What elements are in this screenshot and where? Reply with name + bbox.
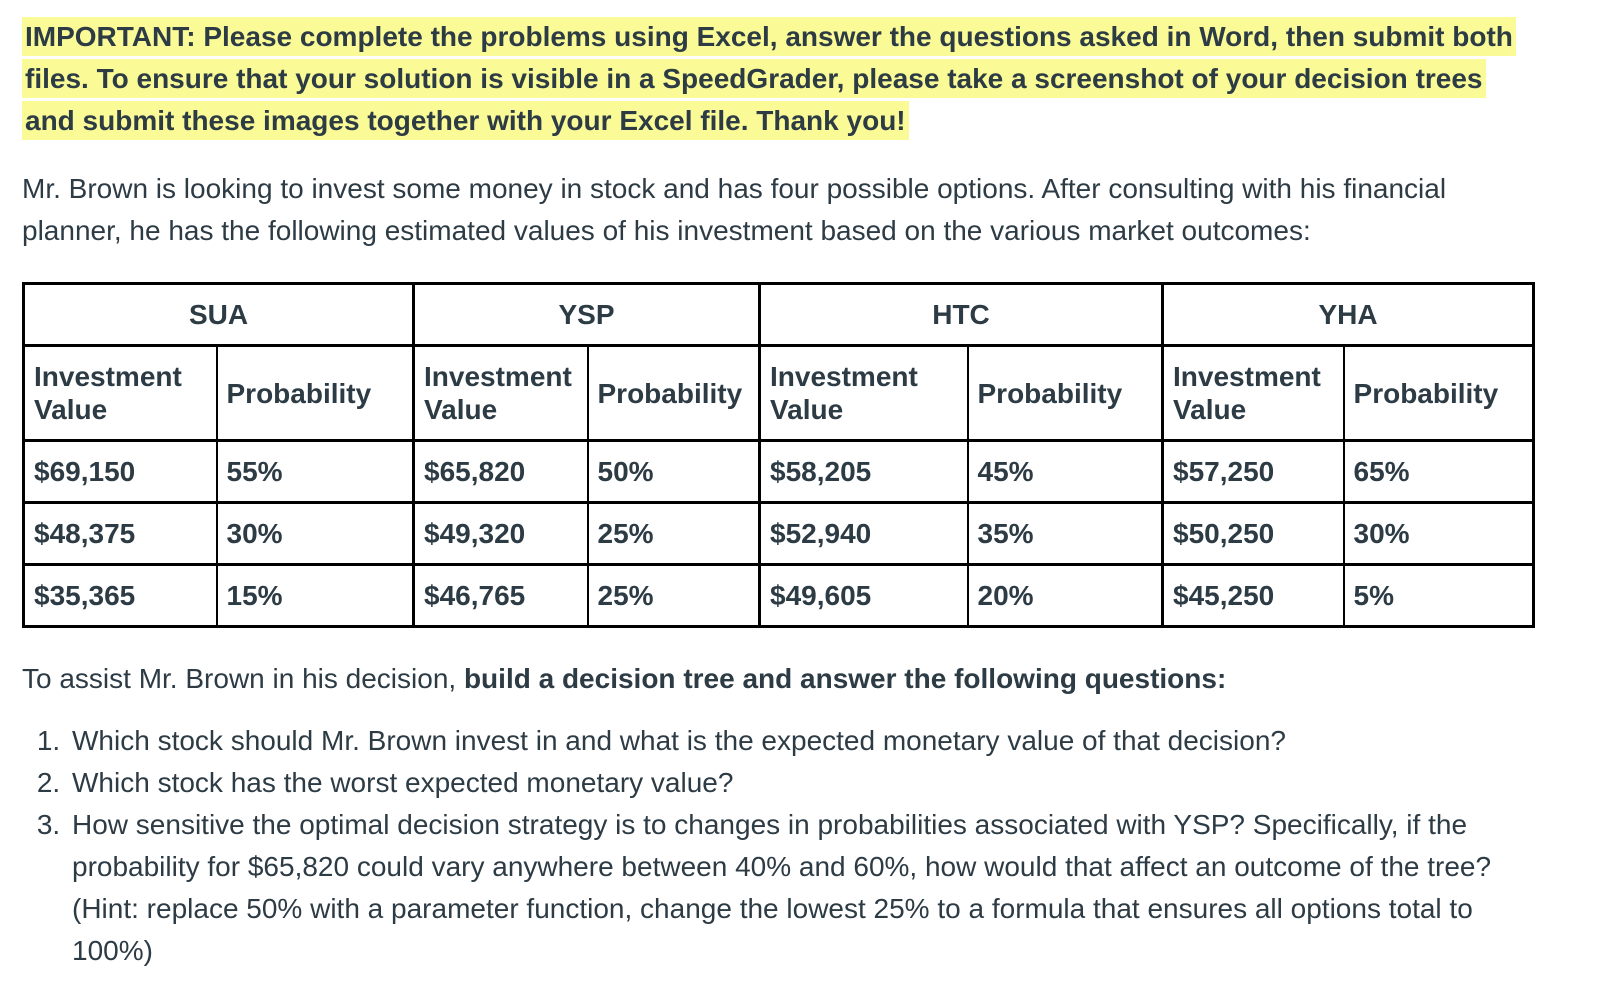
group-header-ysp: YSP [412, 282, 761, 347]
probability-cell: 20% [966, 563, 1164, 628]
investments-table: SUA YSP HTC YHA Investment Value Probabi… [22, 282, 1536, 628]
probability-cell: 25% [586, 501, 761, 566]
task-text: To assist Mr. Brown in his decision, [22, 663, 464, 694]
value-cell: $35,365 [22, 563, 218, 628]
value-cell: $65,820 [412, 439, 589, 504]
value-cell: $50,250 [1161, 501, 1345, 566]
value-cell: $49,320 [412, 501, 589, 566]
table-row: $35,365 15% $46,765 25% $49,605 20% $45,… [22, 563, 1535, 628]
value-header: Investment Value [1161, 344, 1345, 442]
questions-list: Which stock should Mr. Brown invest in a… [22, 720, 1524, 972]
notice-highlight: IMPORTANT: Please complete the problems … [22, 17, 1516, 140]
value-cell: $69,150 [22, 439, 218, 504]
value-cell: $57,250 [1161, 439, 1345, 504]
probability-header: Probability [1342, 344, 1535, 442]
table-row: $69,150 55% $65,820 50% $58,205 45% $57,… [22, 439, 1535, 504]
table-row: $48,375 30% $49,320 25% $52,940 35% $50,… [22, 501, 1535, 566]
value-cell: $45,250 [1161, 563, 1345, 628]
value-cell: $52,940 [758, 501, 969, 566]
probability-cell: 30% [1342, 501, 1535, 566]
probability-cell: 5% [1342, 563, 1535, 628]
value-header: Investment Value [758, 344, 969, 442]
probability-cell: 65% [1342, 439, 1535, 504]
task-paragraph: To assist Mr. Brown in his decision, bui… [22, 658, 1524, 700]
group-header-htc: HTC [757, 282, 1164, 347]
probability-cell: 25% [586, 563, 761, 628]
group-header-row: SUA YSP HTC YHA [22, 282, 1535, 347]
column-header-row: Investment Value Probability Investment … [22, 344, 1535, 442]
value-header: Investment Value [412, 344, 589, 442]
value-cell: $48,375 [22, 501, 218, 566]
question-item: How sensitive the optimal decision strat… [68, 804, 1524, 972]
value-cell: $58,205 [758, 439, 969, 504]
probability-cell: 45% [966, 439, 1164, 504]
task-bold-text: build a decision tree and answer the fol… [463, 663, 1227, 694]
value-header: Investment Value [22, 344, 218, 442]
probability-header: Probability [966, 344, 1164, 442]
probability-cell: 50% [586, 439, 761, 504]
notice-paragraph: IMPORTANT: Please complete the problems … [22, 16, 1524, 142]
value-cell: $46,765 [412, 563, 589, 628]
probability-cell: 15% [215, 563, 415, 628]
question-item: Which stock should Mr. Brown invest in a… [68, 720, 1524, 762]
group-header-sua: SUA [22, 282, 415, 347]
intro-paragraph: Mr. Brown is looking to invest some mone… [22, 173, 1447, 246]
question-item: Which stock has the worst expected monet… [68, 762, 1524, 804]
probability-cell: 35% [966, 501, 1164, 566]
probability-header: Probability [215, 344, 415, 442]
probability-header: Probability [586, 344, 761, 442]
probability-cell: 30% [215, 501, 415, 566]
value-cell: $49,605 [758, 563, 969, 628]
probability-cell: 55% [215, 439, 415, 504]
group-header-yha: YHA [1161, 282, 1535, 347]
